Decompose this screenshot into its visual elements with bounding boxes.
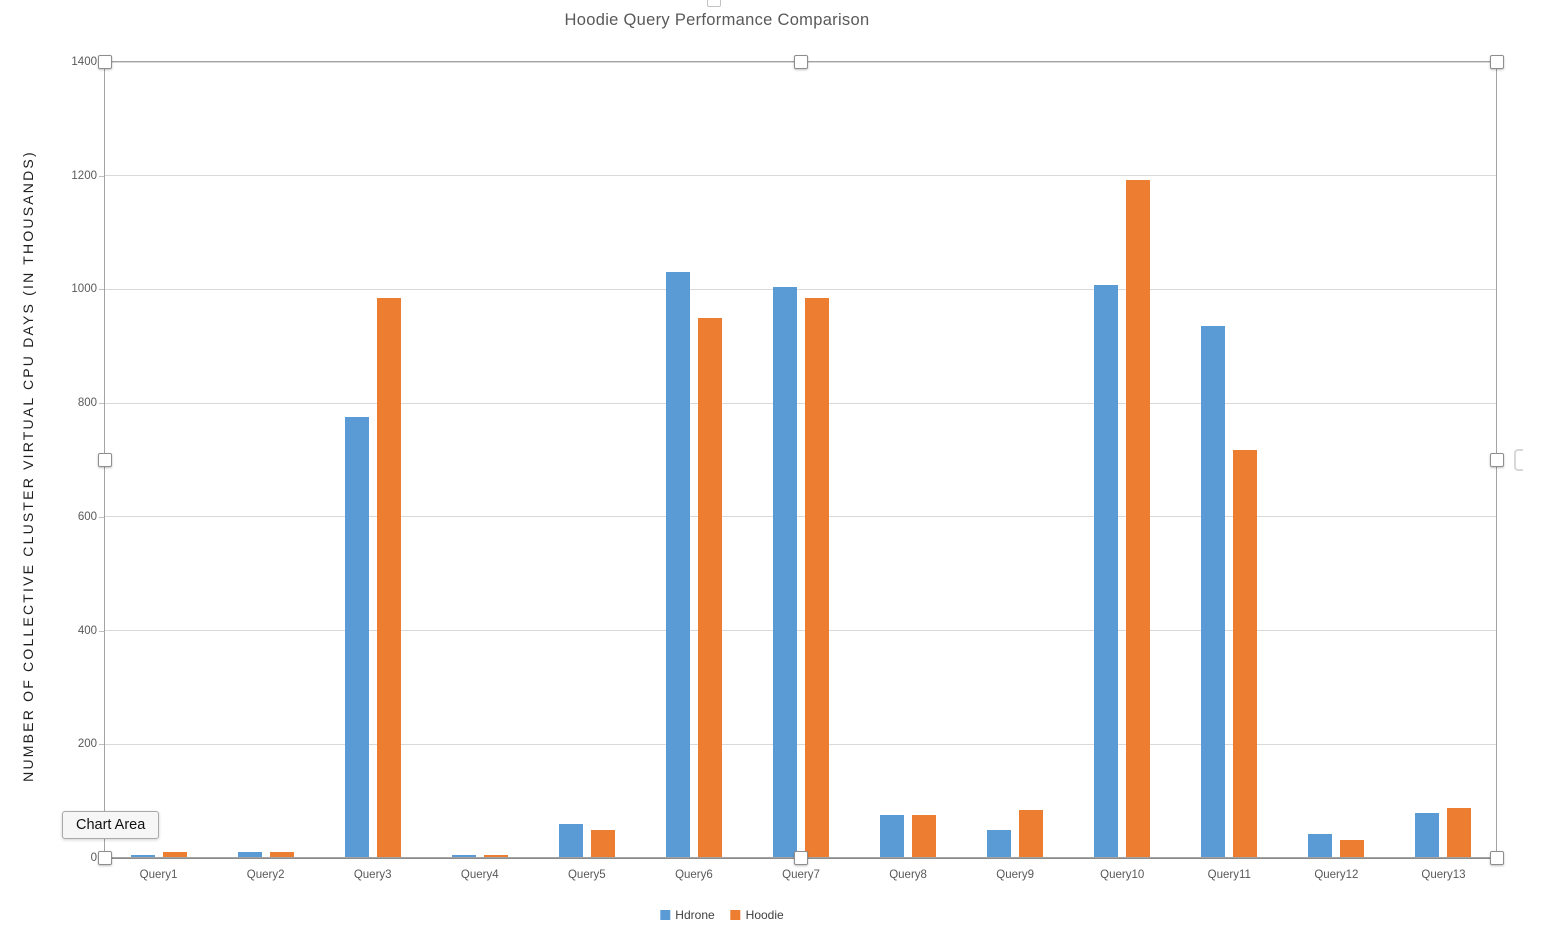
y-tick-label-1400: 1400 [71,56,97,68]
selection-handle-bottom-left[interactable] [98,851,112,865]
gridline-400 [105,630,1497,632]
selection-handle-top-outer[interactable] [707,0,721,7]
y-tick-mark [99,175,105,177]
bar-hdrone-query11[interactable] [1201,326,1226,858]
y-tick-label-400: 400 [77,624,97,637]
x-tick-label-query5: Query5 [567,869,606,881]
bar-hdrone-query1[interactable] [130,855,155,858]
x-tick-label-query13: Query13 [1421,869,1466,881]
x-tick-label-query2: Query2 [246,869,285,881]
selection-handle-bottom-center[interactable] [794,851,808,865]
x-tick-label-query4: Query4 [460,869,499,881]
bar-hdrone-query10[interactable] [1094,285,1119,858]
bar-hoodie-query12[interactable] [1340,839,1365,858]
y-tick-label-1000: 1000 [71,283,97,296]
bar-hoodie-query5[interactable] [590,829,615,858]
y-tick-mark [99,289,105,291]
bar-hoodie-query4[interactable] [483,855,508,858]
legend-swatch-hdrone-icon [660,910,671,920]
chart-area-tooltip: Chart Area [62,811,160,839]
legend-label-hoodie: Hoodie [745,908,784,922]
x-tick-label-query6: Query6 [675,869,713,881]
bar-hdrone-query4[interactable] [451,855,476,858]
bar-hdrone-query6[interactable] [665,272,690,858]
selection-handle-top-center[interactable] [794,55,808,69]
gridline-800 [105,402,1497,404]
bar-hoodie-query9[interactable] [1019,809,1044,858]
y-tick-mark [99,403,105,405]
y-tick-label-1200: 1200 [71,169,97,182]
bar-hoodie-query8[interactable] [912,815,937,858]
bar-hoodie-query13[interactable] [1447,807,1472,858]
x-tick-label-query8: Query8 [889,869,927,881]
bar-hoodie-query11[interactable] [1233,449,1258,858]
y-tick-mark [99,630,105,632]
legend-label-hdrone: Hdrone [675,908,715,922]
gridline-200 [105,743,1497,745]
bar-hdrone-query3[interactable] [344,417,369,858]
gridline-1000 [105,288,1497,290]
x-tick-label-query11: Query11 [1207,869,1251,881]
selection-handle-bottom-right[interactable] [1490,851,1504,865]
x-tick-label-query9: Query9 [996,869,1034,881]
y-tick-mark [99,516,105,518]
bar-hdrone-query9[interactable] [987,829,1012,858]
gridline-1200 [105,175,1497,177]
bar-hoodie-query3[interactable] [376,297,401,858]
bar-hdrone-query5[interactable] [558,823,583,858]
y-tick-label-800: 800 [77,397,97,410]
x-tick-label-query3: Query3 [353,869,392,881]
x-tick-label-query10: Query10 [1100,869,1145,881]
bar-hdrone-query8[interactable] [880,815,905,858]
y-tick-label-0: 0 [90,852,97,864]
y-tick-label-200: 200 [77,738,97,751]
plot-area[interactable] [105,61,1497,858]
bar-hoodie-query1[interactable] [162,852,187,858]
x-tick-label-query7: Query7 [782,869,820,881]
y-axis-title: NUMBER OF COLLECTIVE CLUSTER VIRTUAL CPU… [20,150,36,782]
bar-hdrone-query7[interactable] [773,286,797,858]
y-tick-label-600: 600 [77,510,97,523]
legend[interactable]: Hdrone Hoodie [660,908,784,922]
bar-hdrone-query2[interactable] [237,852,262,858]
gridline-600 [105,516,1497,518]
chart-title: Hoodie Query Performance Comparison [564,11,870,29]
y-tick-mark [99,744,105,746]
bar-hoodie-query10[interactable] [1126,179,1151,858]
selection-handle-middle-right[interactable] [1490,453,1504,467]
selection-handle-top-right[interactable] [1490,55,1504,69]
bar-hoodie-query7[interactable] [805,297,829,858]
bar-hoodie-query6[interactable] [697,317,722,858]
x-tick-label-query1: Query1 [139,869,178,881]
legend-swatch-hoodie-icon [730,910,741,920]
bar-hdrone-query12[interactable] [1308,834,1333,858]
x-tick-label-query12: Query12 [1314,869,1359,881]
selection-handle-middle-left[interactable] [98,453,112,467]
selection-handle-top-left[interactable] [98,55,112,69]
legend-item-hdrone[interactable]: Hdrone [660,908,715,922]
legend-item-hoodie[interactable]: Hoodie [730,908,784,922]
bar-hoodie-query2[interactable] [269,852,294,858]
bar-hdrone-query13[interactable] [1415,812,1440,858]
selection-handle-right-outer[interactable] [1514,449,1523,471]
